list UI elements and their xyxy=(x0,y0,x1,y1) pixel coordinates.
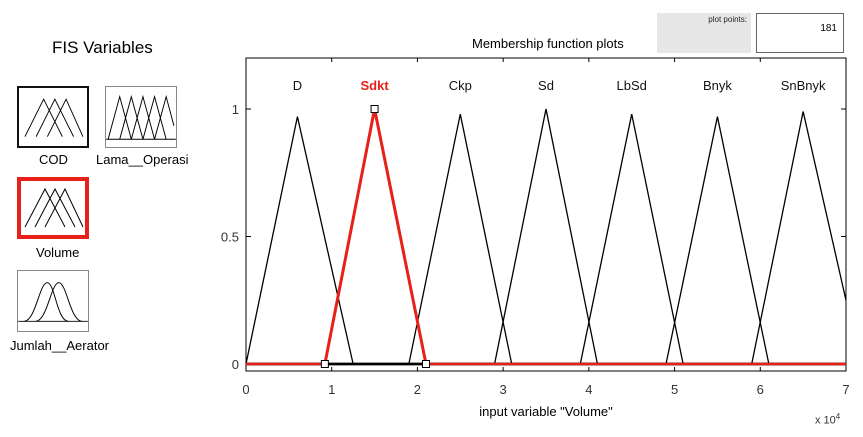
x-tick-label: 7 xyxy=(842,382,849,397)
x-tick-label: 0 xyxy=(242,382,249,397)
x-multiplier-label: x 104 xyxy=(815,412,841,427)
plot-points-panel: plot points: xyxy=(657,13,751,53)
mf-label-snbnyk[interactable]: SnBnyk xyxy=(781,78,826,93)
y-tick-label: 0 xyxy=(232,357,239,372)
input-mf-icon xyxy=(24,98,84,137)
mf-curve-bnyk xyxy=(665,116,770,365)
x-tick-label: 1 xyxy=(328,382,335,397)
plot-axes-frame xyxy=(245,57,847,372)
mf-label-sd[interactable]: Sd xyxy=(538,78,554,93)
variable-volume-label: Volume xyxy=(36,245,80,260)
x-tick-label: 2 xyxy=(414,382,421,397)
mf-curve-snbnyk xyxy=(751,111,847,365)
input-mf-icon xyxy=(106,94,176,140)
variable-cod-label: COD xyxy=(39,152,68,167)
x-tick-label: 6 xyxy=(757,382,764,397)
variable-jumlah-aerator-tile[interactable] xyxy=(17,270,89,332)
input-mf-icon xyxy=(24,187,84,228)
y-tick-label: 0.5 xyxy=(221,230,239,245)
variable-volume-tile[interactable] xyxy=(17,177,89,239)
mf-curve-ckp xyxy=(408,113,513,365)
mf-label-sdkt[interactable]: Sdkt xyxy=(360,78,389,93)
fis-variables-title: FIS Variables xyxy=(52,38,153,57)
mf-curve-sd xyxy=(493,108,599,365)
variable-cod-tile[interactable] xyxy=(17,86,89,148)
plot-points-input[interactable] xyxy=(756,13,844,53)
y-tick-label: 1 xyxy=(232,102,239,117)
plot-title: Membership function plots xyxy=(472,36,624,51)
mf-label-d[interactable]: D xyxy=(293,78,302,93)
variable-jumlah-aerator-label: Jumlah__Aerator xyxy=(10,338,109,353)
x-tick-label: 4 xyxy=(585,382,592,397)
mf-label-lbsd[interactable]: LbSd xyxy=(617,78,647,93)
mf-label-ckp[interactable]: Ckp xyxy=(449,78,472,93)
variable-lama-operasi-tile[interactable] xyxy=(105,86,177,148)
x-tick-label: 5 xyxy=(671,382,678,397)
variable-lama-operasi-label: Lama__Operasi xyxy=(96,152,189,167)
mf-label-bnyk[interactable]: Bnyk xyxy=(703,78,732,93)
plot-points-label: plot points: xyxy=(708,15,747,24)
mf-vertex-handle[interactable] xyxy=(422,360,430,368)
mf-curve-d xyxy=(245,116,354,365)
output-mf-icon xyxy=(18,282,88,322)
mf-vertex-handle[interactable] xyxy=(370,105,379,113)
x-tick-label: 3 xyxy=(500,382,507,397)
x-axis-label: input variable "Volume" xyxy=(479,404,613,419)
mf-vertex-handle[interactable] xyxy=(320,360,329,368)
mf-curve-lbsd xyxy=(579,113,684,365)
